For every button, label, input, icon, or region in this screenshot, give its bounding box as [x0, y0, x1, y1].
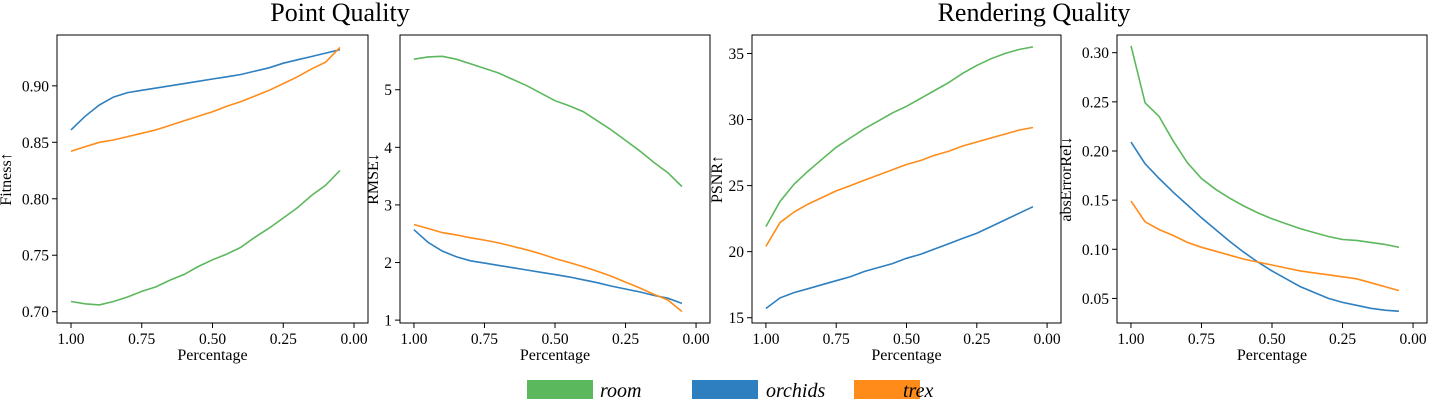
- y-tick-label: 0.30: [1082, 45, 1109, 62]
- x-axis-label: Percentage: [871, 347, 941, 364]
- y-tick-label: 0.05: [1082, 291, 1109, 308]
- y-tick-label: 15: [729, 310, 745, 327]
- series-line-room: [1130, 45, 1400, 249]
- y-axis-label: PSNR↑: [709, 155, 726, 203]
- x-tick-label: 0.25: [1329, 331, 1356, 348]
- legend-label-trex: trex: [903, 380, 933, 402]
- x-tick-label: 0.50: [1258, 331, 1285, 348]
- charts: 1.00 0.75 0.50 0.25 0.00 0.70 0.75 0.80 0.85 0.90…: [0, 34, 1428, 364]
- y-tick-label: 0.10: [1082, 242, 1109, 259]
- series-line-orchids: [70, 48, 341, 131]
- x-tick-label: 0.25: [612, 331, 639, 348]
- plot-frame: [1116, 34, 1428, 324]
- legend: room orchids trex: [527, 380, 933, 402]
- chart-panel-4: 1.00 0.75 0.50 0.25 0.00 0.05 0.10 0.15 0.20 0.25…: [1058, 34, 1428, 364]
- series-line-trex: [413, 223, 683, 313]
- y-tick-label: 30: [729, 112, 745, 129]
- legend-swatch-trex: [854, 380, 920, 399]
- y-tick-label: 3: [384, 197, 392, 214]
- y-tick-label: 0.85: [22, 135, 49, 152]
- legend-label-orchids: orchids: [766, 380, 825, 402]
- y-tick-label: 0.15: [1082, 193, 1109, 210]
- y-tick-label: 0.80: [22, 191, 49, 208]
- legend-swatch-orchids: [692, 380, 758, 399]
- series-line-trex: [765, 126, 1034, 247]
- x-tick-label: 0.00: [1399, 331, 1426, 348]
- y-tick-label: 25: [729, 178, 745, 195]
- x-tick-label: 0.75: [128, 331, 155, 348]
- plot-frame: [751, 34, 1062, 324]
- chart-panel-3: 1.00 0.75 0.50 0.25 0.00 15 20 25 30 35 Percentage…: [709, 34, 1062, 364]
- x-tick-label: 0.50: [541, 331, 568, 348]
- x-tick-label: 0.25: [270, 331, 297, 348]
- y-tick-label: 1: [384, 313, 392, 330]
- y-tick-label: 35: [729, 46, 745, 63]
- y-tick-label: 4: [384, 140, 392, 157]
- x-tick-label: 0.50: [199, 331, 226, 348]
- series-line-room: [70, 169, 341, 306]
- series-line-orchids: [765, 205, 1034, 310]
- x-tick-label: 0.00: [340, 331, 367, 348]
- chart-panel-2: 1.00 0.75 0.50 0.25 0.00 1 2 3 4 5 Percentage RMSE↓: [365, 34, 711, 364]
- x-tick-label: 0.50: [893, 331, 920, 348]
- y-axis-label: absErrorRel↓: [1058, 136, 1075, 221]
- y-tick-label: 0.25: [1082, 94, 1109, 111]
- x-tick-label: 0.75: [471, 331, 498, 348]
- legend-swatch-room: [527, 380, 593, 399]
- x-axis-label: Percentage: [177, 347, 247, 364]
- y-tick-label: 0.20: [1082, 143, 1109, 160]
- legend-label-room: room: [600, 380, 641, 402]
- series-line-room: [413, 55, 683, 188]
- chart-panel-1: 1.00 0.75 0.50 0.25 0.00 0.70 0.75 0.80 0.85 0.90…: [0, 34, 369, 364]
- y-tick-label: 0.90: [22, 78, 49, 95]
- x-tick-label: 0.25: [963, 331, 990, 348]
- x-tick-label: 1.00: [752, 331, 779, 348]
- series-line-trex: [70, 46, 341, 153]
- series-line-orchids: [413, 229, 683, 305]
- series-line-orchids: [1130, 141, 1399, 312]
- y-axis-label: Fitness↑: [0, 152, 15, 205]
- x-tick-label: 1.00: [57, 331, 84, 348]
- x-tick-label: 0.00: [1034, 331, 1061, 348]
- y-tick-label: 20: [729, 244, 745, 261]
- y-tick-label: 5: [384, 82, 392, 99]
- plot-frame: [399, 34, 711, 324]
- y-tick-label: 0.75: [22, 248, 49, 265]
- x-tick-label: 0.75: [823, 331, 850, 348]
- x-axis-label: Percentage: [1237, 347, 1307, 364]
- y-tick-label: 0.70: [22, 304, 49, 321]
- group-title-point-quality: Point Quality: [270, 0, 409, 27]
- x-tick-label: 1.00: [1117, 331, 1144, 348]
- series-line-trex: [1130, 200, 1400, 292]
- x-axis-label: Percentage: [520, 347, 590, 364]
- x-tick-label: 1.00: [400, 331, 427, 348]
- x-tick-label: 0.00: [682, 331, 709, 348]
- series-line-room: [765, 46, 1034, 227]
- x-tick-label: 0.75: [1188, 331, 1215, 348]
- y-tick-label: 2: [384, 255, 392, 272]
- group-title-rendering-quality: Rendering Quality: [938, 0, 1131, 27]
- y-axis-label: RMSE↓: [365, 153, 382, 205]
